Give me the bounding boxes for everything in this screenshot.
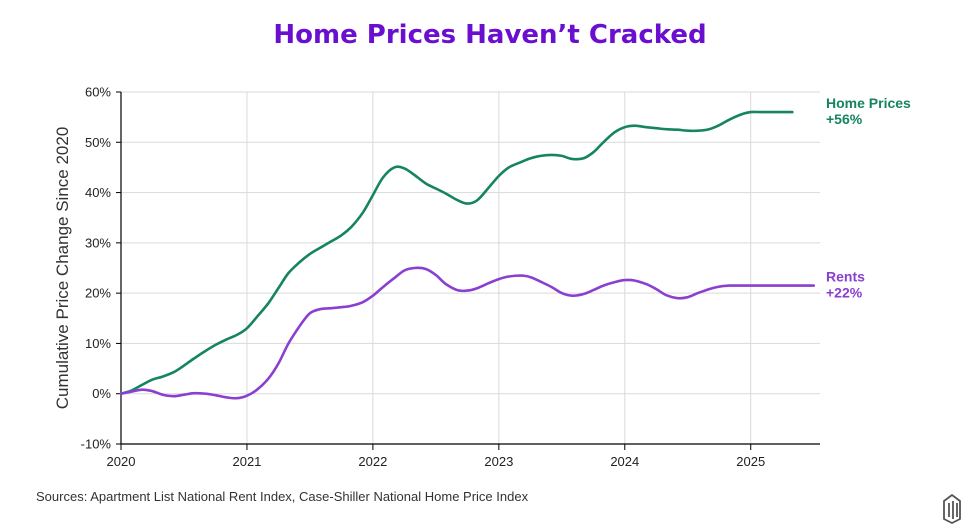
end-label-rents-value: +22% [826, 285, 863, 301]
x-tick-label: 2022 [358, 454, 387, 469]
x-tick-label: 2020 [107, 454, 136, 469]
end-label-home-prices-name: Home Prices [826, 95, 911, 111]
vertical-grid [246, 92, 752, 444]
y-tick-label: 40% [85, 185, 111, 200]
y-tick-label: -10% [81, 437, 112, 452]
y-tick-label: 50% [85, 135, 111, 150]
series-lines [119, 110, 815, 400]
horizontal-grid [121, 91, 820, 395]
y-tick-label: 30% [85, 235, 111, 250]
y-tick-label: 0% [92, 386, 111, 401]
y-axis-label: Cumulative Price Change Since 2020 [53, 127, 72, 410]
y-tick-label: 10% [85, 336, 111, 351]
chart-title: Home Prices Haven’t Cracked [273, 20, 706, 50]
series-line-home-prices [119, 110, 794, 395]
x-tick-label: 2023 [484, 454, 513, 469]
y-axis-ticks: -10% 0% 10% 20% 30% 40% 50% 60% [81, 85, 121, 452]
x-tick-label: 2024 [610, 454, 639, 469]
end-label-home-prices-value: +56% [826, 111, 863, 127]
x-tick-label: 2021 [232, 454, 261, 469]
y-tick-label: 20% [85, 286, 111, 301]
x-axis-ticks: 2020 2021 2022 2023 2024 2025 [107, 444, 765, 469]
series-line-rents [119, 266, 815, 400]
end-labels: Home Prices+56% Rents+22% [826, 95, 911, 300]
end-label-rents-name: Rents [826, 269, 865, 285]
x-tick-label: 2025 [736, 454, 765, 469]
y-tick-label: 60% [85, 85, 111, 100]
apartment-list-logo-icon [943, 494, 961, 524]
source-note: Sources: Apartment List National Rent In… [36, 489, 529, 504]
